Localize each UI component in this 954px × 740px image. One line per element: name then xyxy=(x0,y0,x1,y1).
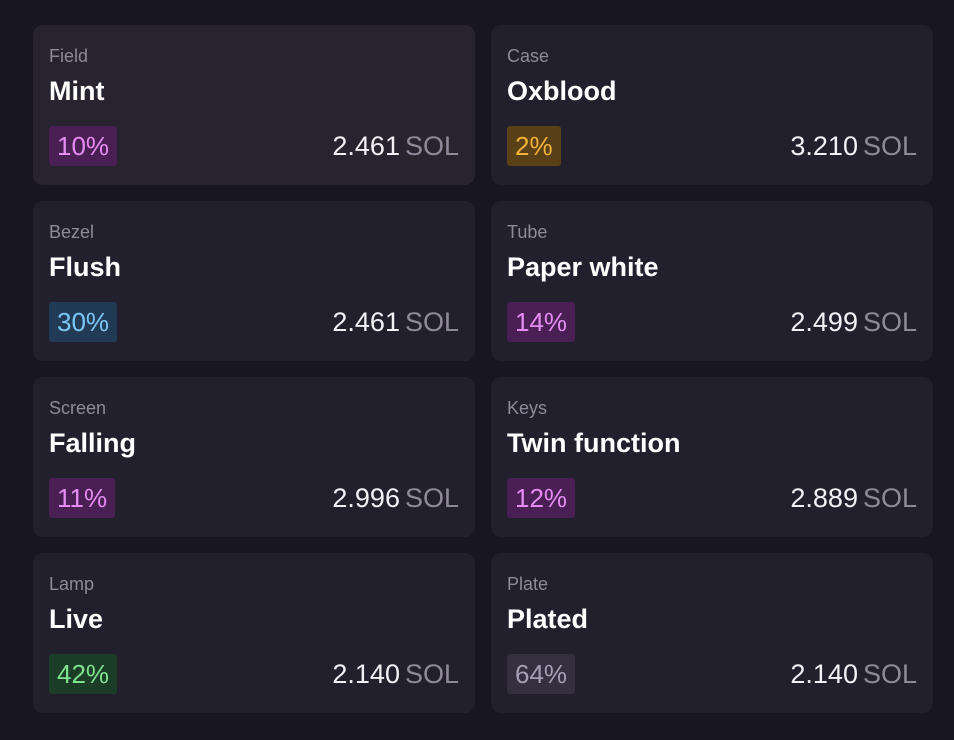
trait-value-label: Twin function xyxy=(507,428,681,458)
trait-value-label: Falling xyxy=(49,428,136,458)
price-unit: SOL xyxy=(862,131,917,161)
trait-value-label: Plated xyxy=(507,604,589,634)
trait-type-label: Screen xyxy=(49,398,107,418)
trait-type-label: Plate xyxy=(507,574,549,594)
trait-card-case[interactable]: Case Oxblood 2% 3.210 SOL xyxy=(491,25,933,185)
floor-price: 2.461 SOL xyxy=(332,302,459,342)
trait-type-label: Keys xyxy=(507,398,548,418)
floor-price: 2.140 SOL xyxy=(790,654,917,694)
rarity-badge: 11% xyxy=(49,478,116,518)
price-amount: 2.140 xyxy=(332,659,400,689)
price-unit: SOL xyxy=(404,659,459,689)
price-unit: SOL xyxy=(404,307,459,337)
price-unit: SOL xyxy=(862,483,917,513)
rarity-badge: 64% xyxy=(507,654,576,694)
floor-price: 2.461 SOL xyxy=(332,126,459,166)
trait-card-screen[interactable]: Screen Falling 11% 2.996 SOL xyxy=(33,377,475,537)
traits-grid: Field Mint 10% 2.461 SOL Case Oxblood 2% … xyxy=(33,25,933,713)
rarity-badge: 42% xyxy=(49,654,118,694)
rarity-badge: 12% xyxy=(507,478,576,518)
price-amount: 2.461 xyxy=(332,307,400,337)
price-unit: SOL xyxy=(404,483,459,513)
trait-value-label: Mint xyxy=(49,76,105,106)
price-amount: 2.461 xyxy=(332,131,400,161)
trait-value-label: Live xyxy=(49,604,104,634)
trait-card-keys[interactable]: Keys Twin function 12% 2.889 SOL xyxy=(491,377,933,537)
rarity-badge: 14% xyxy=(507,302,576,342)
trait-value-label: Paper white xyxy=(507,252,659,282)
price-unit: SOL xyxy=(862,307,917,337)
price-amount: 2.996 xyxy=(332,483,400,513)
trait-card-plate[interactable]: Plate Plated 64% 2.140 SOL xyxy=(491,553,933,713)
price-amount: 2.140 xyxy=(790,659,858,689)
trait-card-bezel[interactable]: Bezel Flush 30% 2.461 SOL xyxy=(33,201,475,361)
floor-price: 3.210 SOL xyxy=(790,126,917,166)
floor-price: 2.996 SOL xyxy=(332,478,459,518)
price-amount: 3.210 xyxy=(790,131,858,161)
floor-price: 2.140 SOL xyxy=(332,654,459,694)
trait-type-label: Bezel xyxy=(49,222,95,242)
trait-value-label: Oxblood xyxy=(507,76,617,106)
price-unit: SOL xyxy=(862,659,917,689)
floor-price: 2.889 SOL xyxy=(790,478,917,518)
trait-type-label: Field xyxy=(49,46,89,66)
rarity-badge: 10% xyxy=(49,126,118,166)
rarity-badge: 30% xyxy=(49,302,118,342)
price-unit: SOL xyxy=(404,131,459,161)
trait-type-label: Case xyxy=(507,46,550,66)
trait-type-label: Lamp xyxy=(49,574,95,594)
trait-type-label: Tube xyxy=(507,222,548,242)
trait-card-lamp[interactable]: Lamp Live 42% 2.140 SOL xyxy=(33,553,475,713)
price-amount: 2.499 xyxy=(790,307,858,337)
trait-card-tube[interactable]: Tube Paper white 14% 2.499 SOL xyxy=(491,201,933,361)
trait-value-label: Flush xyxy=(49,252,121,282)
floor-price: 2.499 SOL xyxy=(790,302,917,342)
trait-card-field[interactable]: Field Mint 10% 2.461 SOL xyxy=(33,25,475,185)
rarity-badge: 2% xyxy=(507,126,561,166)
price-amount: 2.889 xyxy=(790,483,858,513)
